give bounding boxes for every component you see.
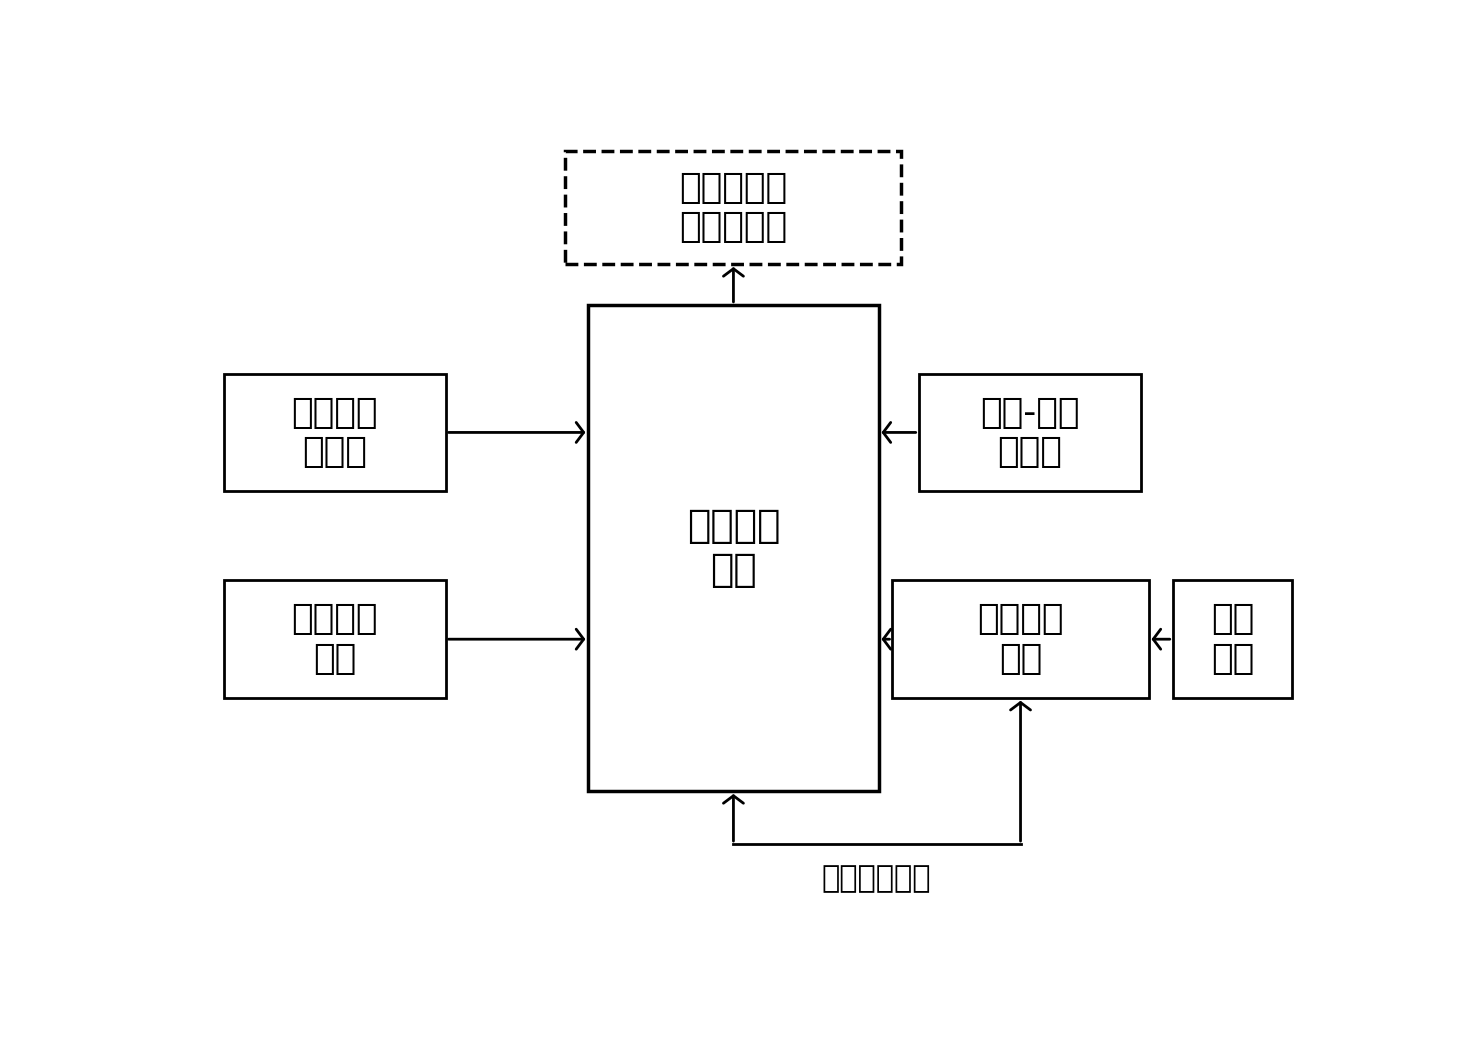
Text: 过渡相位
模块: 过渡相位 模块 [291, 602, 378, 676]
Polygon shape [566, 151, 901, 264]
Text: 相位配置
模块: 相位配置 模块 [686, 506, 781, 589]
Text: 灯组设置
模块: 灯组设置 模块 [978, 602, 1064, 676]
Text: 灯组
模块: 灯组 模块 [1211, 602, 1254, 676]
Text: 交通信号相
位配置文件: 交通信号相 位配置文件 [679, 171, 788, 244]
Polygon shape [223, 580, 445, 698]
Text: 车道-灯组
关联表: 车道-灯组 关联表 [980, 396, 1079, 470]
Polygon shape [223, 374, 445, 491]
Text: 路口渠化
图模块: 路口渠化 图模块 [291, 396, 378, 470]
Polygon shape [892, 580, 1148, 698]
Polygon shape [919, 374, 1141, 491]
Polygon shape [1173, 580, 1292, 698]
Polygon shape [588, 304, 879, 791]
Text: 用户操作指令: 用户操作指令 [822, 865, 931, 893]
